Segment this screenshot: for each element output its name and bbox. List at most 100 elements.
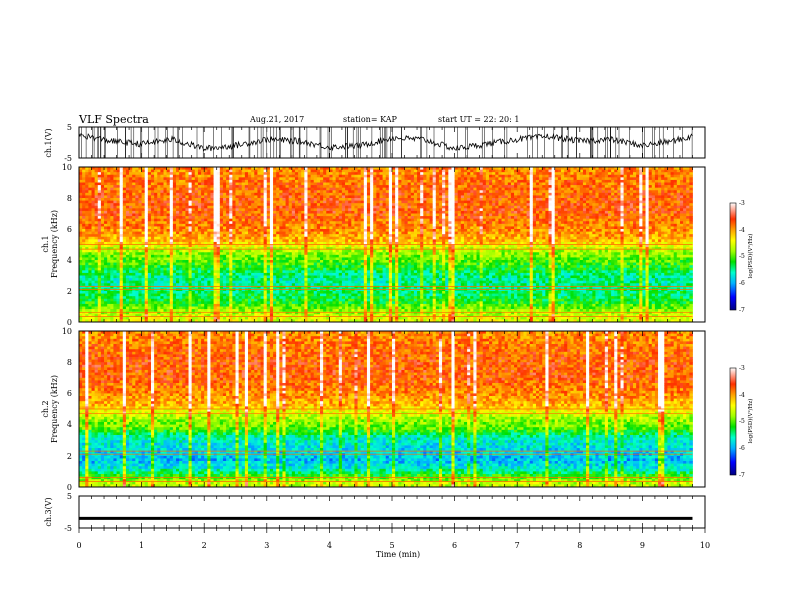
- spec1-cell: [85, 276, 89, 279]
- spec1-cell: [154, 198, 158, 201]
- spec1-cell: [192, 239, 196, 242]
- spec1-cell: [110, 252, 114, 255]
- spec1-cell: [142, 283, 146, 286]
- spec1-cell: [104, 257, 108, 260]
- ch1-spectrogram-panel: 10 8 6 4 2 0 ch.1 Frequency (kHz): [41, 163, 705, 327]
- spec1-cell: [207, 252, 211, 255]
- spec1-cell: [223, 177, 227, 180]
- spec1-cell: [113, 309, 117, 312]
- spec1-cell: [226, 183, 230, 186]
- spec1-cell: [167, 317, 171, 320]
- spec1-cell: [129, 245, 133, 248]
- spec1-cell: [145, 301, 149, 304]
- spec1-cell: [129, 268, 133, 271]
- spec1-cell: [104, 301, 108, 304]
- spec1-cell: [123, 221, 127, 224]
- spec1-cell: [104, 180, 108, 183]
- spec1-cell: [226, 216, 230, 219]
- spec1-cell: [170, 211, 174, 214]
- spec1-cell: [132, 193, 136, 196]
- spec1-cell: [120, 175, 124, 178]
- spec1-cell: [151, 206, 155, 209]
- spec1-cell: [182, 239, 186, 242]
- spec1-cell: [151, 203, 155, 206]
- spec1-cell: [82, 278, 86, 281]
- spec1-cell: [98, 296, 102, 299]
- spec1-cell: [195, 255, 199, 258]
- spec1-cell: [92, 185, 96, 188]
- spec1-cell: [223, 283, 227, 286]
- spec1-cell: [95, 177, 99, 180]
- spec1-cell: [110, 301, 114, 304]
- spec1-cell: [229, 221, 233, 224]
- spec1-cell: [192, 211, 196, 214]
- spec1-cell: [176, 214, 180, 217]
- spec1-cell: [207, 216, 211, 219]
- spec1-cell: [123, 219, 127, 222]
- spec1-cell: [101, 307, 105, 310]
- spec1-cell: [85, 265, 89, 268]
- spec1-cell: [201, 294, 205, 297]
- spec1-cell: [167, 224, 171, 227]
- spec1-cell: [92, 294, 96, 297]
- spec1-cell: [173, 172, 177, 175]
- spec1-cell: [185, 195, 189, 198]
- spec1-cell: [198, 175, 202, 178]
- spec1-cell: [207, 170, 211, 173]
- spec1-cell: [154, 216, 158, 219]
- spec1-cell: [207, 198, 211, 201]
- spec1-cell: [185, 291, 189, 294]
- spec1-cell: [138, 260, 142, 263]
- spec1-cell: [214, 201, 218, 204]
- spec1-cell: [154, 312, 158, 315]
- spec1-cell: [223, 250, 227, 253]
- spec1-cell: [132, 175, 136, 178]
- spec1-cell: [101, 201, 105, 204]
- spec1-cell: [154, 291, 158, 294]
- spec1-cell: [176, 301, 180, 304]
- spec1-cell: [148, 260, 152, 263]
- spec1-cell: [151, 270, 155, 273]
- spec1-cell: [126, 281, 130, 284]
- spec1-cell: [164, 250, 168, 253]
- spec1-cell: [120, 170, 124, 173]
- spec1-cell: [220, 301, 224, 304]
- spec1-cell: [142, 208, 146, 211]
- spec1-cell: [242, 291, 246, 294]
- spec1-cell: [157, 216, 161, 219]
- spec1-cell: [223, 268, 227, 271]
- spec1-cell: [104, 232, 108, 235]
- spec1-cell: [160, 216, 164, 219]
- spec1-cell: [214, 239, 218, 242]
- spec1-cell: [110, 180, 114, 183]
- spec1-cell: [242, 195, 246, 198]
- spec1-cell: [98, 239, 102, 242]
- spec1-cell: [92, 265, 96, 268]
- spec1-cell: [195, 229, 199, 232]
- spec1-cell: [220, 255, 224, 258]
- spec1-cell: [120, 276, 124, 279]
- spec1-cell: [242, 265, 246, 268]
- spec1-cell: [132, 234, 136, 237]
- spec1-cell: [129, 307, 133, 310]
- spec1-cell: [148, 206, 152, 209]
- spec1-cell: [154, 252, 158, 255]
- spec1-cell: [117, 237, 121, 240]
- spec1-cell: [138, 214, 142, 217]
- spec1-cell: [176, 190, 180, 193]
- spec1-cell: [220, 276, 224, 279]
- spec1-cell: [110, 288, 114, 291]
- spec1-cell: [82, 270, 86, 273]
- spec1-cell: [198, 198, 202, 201]
- spec1-cell: [126, 180, 130, 183]
- spec1-cell: [204, 229, 208, 232]
- spec1-cell: [135, 234, 139, 237]
- spec1-cell: [82, 203, 86, 206]
- spec1-cell: [88, 288, 92, 291]
- spec1-cell: [242, 263, 246, 266]
- spec1-cell: [164, 276, 168, 279]
- spec1-cell: [160, 278, 164, 281]
- spec1-cell: [242, 203, 246, 206]
- spec1-cell: [170, 203, 174, 206]
- spec1-cell: [142, 232, 146, 235]
